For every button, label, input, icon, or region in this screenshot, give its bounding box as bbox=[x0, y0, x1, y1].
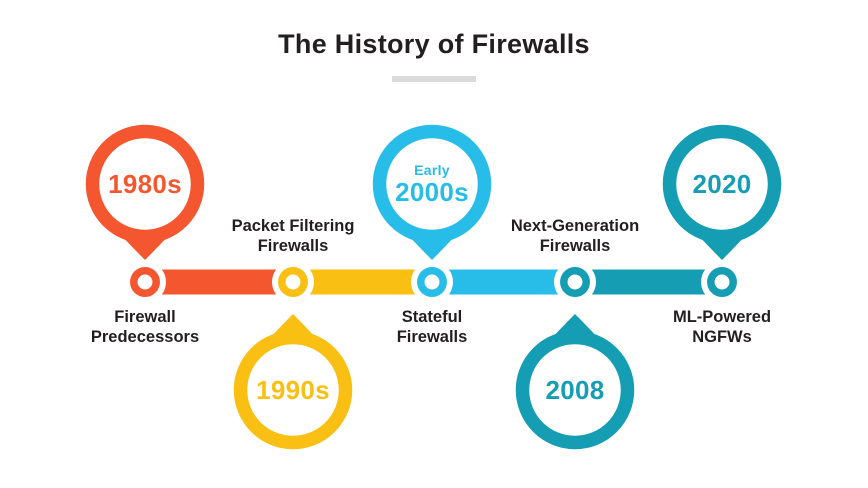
node-label-line: Predecessors bbox=[90, 328, 200, 346]
title-underline bbox=[392, 76, 476, 82]
timeline-segment-firewall-predecessors-to-packet-filtering-firewalls bbox=[161, 269, 277, 295]
era-balloon-packet-filtering-firewalls bbox=[233, 330, 353, 450]
era-kicker-text: Early bbox=[414, 161, 450, 178]
node-label-next-generation-firewalls: Next-Generation Firewalls bbox=[455, 216, 695, 256]
node-label-firewall-predecessors: Firewall Predecessors bbox=[25, 307, 265, 347]
timeline-node-stateful-firewalls bbox=[417, 267, 447, 297]
era-text-next-generation-firewalls: 2008 bbox=[515, 340, 635, 440]
timeline-node-firewall-predecessors bbox=[130, 267, 160, 297]
timeline-node-next-generation-firewalls bbox=[560, 267, 590, 297]
era-year-text: 2008 bbox=[545, 374, 605, 405]
era-text-packet-filtering-firewalls: 1990s bbox=[233, 340, 353, 440]
node-label-ml-powered-ngfws: ML-Powered NGFWs bbox=[602, 307, 842, 347]
node-label-line: Packet Filtering bbox=[231, 217, 355, 235]
node-label-packet-filtering-firewalls: Packet Filtering Firewalls bbox=[173, 216, 413, 256]
era-balloon-stateful-firewalls bbox=[372, 124, 492, 244]
page-title: The History of Firewalls bbox=[278, 29, 590, 59]
era-year-text: 1990s bbox=[256, 374, 330, 405]
era-text-firewall-predecessors: 1980s bbox=[85, 134, 205, 234]
era-text-ml-powered-ngfws: 2020 bbox=[662, 134, 782, 234]
timeline-node-ml-powered-ngfws bbox=[707, 267, 737, 297]
era-balloon-ml-powered-ngfws bbox=[662, 124, 782, 244]
node-label-line: Firewalls bbox=[396, 328, 468, 346]
era-year-text: 1980s bbox=[108, 168, 182, 199]
node-label-line: Firewalls bbox=[539, 237, 611, 255]
era-year-text: 2020 bbox=[692, 168, 752, 199]
node-label-line: NGFWs bbox=[692, 328, 752, 346]
node-label-line: ML-Powered bbox=[672, 308, 772, 326]
era-balloon-next-generation-firewalls bbox=[515, 330, 635, 450]
node-label-line: Firewalls bbox=[257, 237, 329, 255]
node-label-stateful-firewalls: Stateful Firewalls bbox=[312, 307, 552, 347]
timeline-segment-next-generation-firewalls-to-ml-powered-ngfws bbox=[591, 269, 706, 295]
timeline-node-packet-filtering-firewalls bbox=[278, 267, 308, 297]
timeline-segment-packet-filtering-firewalls-to-stateful-firewalls bbox=[309, 269, 416, 295]
node-label-line: Firewall bbox=[114, 308, 176, 326]
era-year-text: 2000s bbox=[395, 176, 469, 207]
node-label-line: Next-Generation bbox=[510, 217, 640, 235]
era-balloon-firewall-predecessors bbox=[85, 124, 205, 244]
node-label-line: Stateful bbox=[401, 308, 463, 326]
timeline-segment-stateful-firewalls-to-next-generation-firewalls bbox=[448, 269, 559, 295]
era-text-stateful-firewalls: Early 2000s bbox=[372, 134, 492, 234]
